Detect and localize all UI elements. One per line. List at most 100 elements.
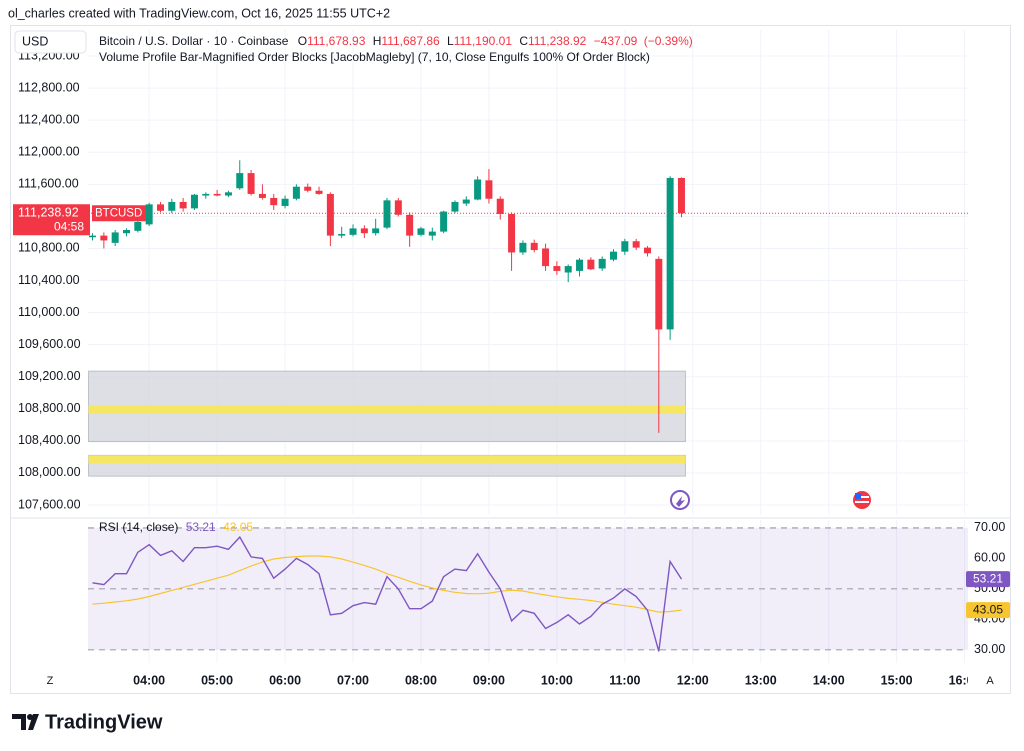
- header: ol_charles created with TradingView.com,…: [8, 6, 390, 20]
- x-tick-label: 13:00: [745, 673, 777, 687]
- x-tick-label: 07:00: [337, 673, 369, 687]
- candle-body: [621, 241, 629, 252]
- rsi-tick-label: 70.00: [974, 520, 1005, 534]
- candle-body: [213, 193, 221, 196]
- x-tick-label: 04:00: [133, 673, 165, 687]
- candle-body: [598, 258, 606, 269]
- flag-stripe: [855, 501, 869, 503]
- candle-body: [417, 228, 425, 235]
- legend-value: 111,238.92: [528, 34, 587, 48]
- candle-body: [564, 266, 572, 273]
- currency-box: [14, 30, 87, 54]
- candle-body: [224, 192, 232, 196]
- candle-body: [587, 259, 595, 270]
- candle-body: [315, 190, 323, 194]
- candle-body: [508, 213, 516, 253]
- rsi-tick-label: 60.00: [974, 551, 1005, 565]
- x-tick-label: 14:00: [813, 673, 845, 687]
- logo: TradingView: [45, 711, 163, 733]
- candle-body: [666, 177, 674, 330]
- y-tick-label: 112,800.00: [18, 80, 80, 94]
- last-price-label: 111,238.92: [18, 206, 79, 220]
- symbol-title: Bitcoin / U.S. Dollar · 10 · Coinbase: [99, 34, 289, 48]
- x-tick-label: 16:00: [949, 673, 981, 687]
- y-tick-label: 108,400.00: [18, 433, 81, 447]
- symbol-label: BTCUSD: [95, 207, 142, 219]
- candle-body: [485, 180, 493, 199]
- candle-body: [576, 259, 584, 271]
- candle-body: [179, 201, 187, 209]
- scale-button[interactable]: A: [986, 675, 994, 687]
- rsi-title: RSI (14, close): [99, 520, 178, 534]
- y-tick-label: 109,200.00: [18, 369, 81, 383]
- rsi-value-tag: [966, 602, 1010, 619]
- legend: Bitcoin / U.S. Dollar · 10 · Coinbase O1…: [99, 34, 693, 48]
- candle-body: [304, 186, 312, 191]
- rsi-value-tag-label: 53.21: [973, 571, 1003, 585]
- candle-body: [553, 266, 561, 271]
- x-tick-label: 08:00: [405, 673, 437, 687]
- x-tick-label: 12:00: [677, 673, 709, 687]
- y-tick-label: 110,000.00: [18, 305, 80, 319]
- candle-body: [349, 228, 357, 235]
- candle-body: [610, 251, 618, 260]
- candle-body: [677, 177, 685, 214]
- last-price-tag: [13, 204, 90, 236]
- candle-body: [123, 230, 131, 234]
- candle-body: [258, 193, 266, 198]
- x-tick-label: 11:00: [609, 673, 640, 687]
- x-tick-label: 06:00: [269, 673, 301, 687]
- candle-body: [89, 235, 97, 238]
- candle-body: [202, 193, 210, 196]
- candle-body: [360, 228, 368, 234]
- y-tick-label: 108,800.00: [18, 401, 81, 415]
- candle-body: [190, 194, 198, 209]
- order-block-level: [88, 405, 686, 414]
- candle-body: [292, 186, 300, 199]
- y-tick-label: 108,000.00: [18, 465, 81, 479]
- rsi-ma-value: 43.05: [223, 520, 253, 534]
- order-block-level: [88, 455, 686, 464]
- x-tick-label: 09:00: [473, 673, 505, 687]
- event-icon-bolt: [676, 496, 685, 507]
- candle-body: [145, 204, 153, 225]
- clip-group: 04:00 05:00 06:00 07:00 08:00 09:00 10:00 11:00…: [133, 673, 981, 687]
- candle-body: [236, 173, 244, 189]
- candle-body: [326, 193, 334, 236]
- rsi-line: [92, 535, 683, 652]
- symbol-tag: [92, 205, 146, 222]
- candle-body: [372, 228, 380, 234]
- currency: USD: [22, 34, 48, 48]
- rsi-line: [92, 555, 682, 613]
- y-tick-label: 112,000.00: [18, 145, 80, 159]
- candle-body: [451, 201, 459, 212]
- x-tick-label: 05:00: [201, 673, 233, 687]
- x-tick-label: 15:00: [881, 673, 913, 687]
- countdown: 04:58: [54, 219, 84, 233]
- candle-body: [406, 214, 414, 236]
- candle-body: [111, 232, 119, 243]
- candle-body: [100, 235, 108, 241]
- rsi-tick-label: 30.00: [974, 642, 1005, 656]
- candle-body: [462, 199, 470, 204]
- candle-body: [270, 197, 278, 206]
- legend-key: C: [519, 34, 528, 48]
- y-tick-label: 112,400.00: [18, 112, 80, 126]
- change-pct: (−0.39%): [644, 34, 693, 48]
- candle-body: [428, 231, 436, 236]
- candle-body: [643, 247, 651, 254]
- candle-body: [134, 221, 142, 231]
- overlay-layer: USD Bitcoin / U.S. Dollar · 10 · Coinbas…: [12, 30, 1010, 733]
- frame: [10, 25, 1011, 694]
- y-tick-label: 110,800.00: [18, 241, 80, 255]
- x-tick-label: 10:00: [541, 673, 573, 687]
- scale-button[interactable]: Z: [47, 675, 54, 687]
- legend-value: 111,687.86: [381, 34, 440, 48]
- candle-body: [542, 248, 550, 267]
- flag-canton: [855, 493, 861, 499]
- candle-body: [168, 201, 176, 211]
- rsi-legend: RSI (14, close) 53.21 43.05: [99, 520, 253, 534]
- candle-body: [383, 200, 391, 228]
- candle-body: [247, 173, 255, 194]
